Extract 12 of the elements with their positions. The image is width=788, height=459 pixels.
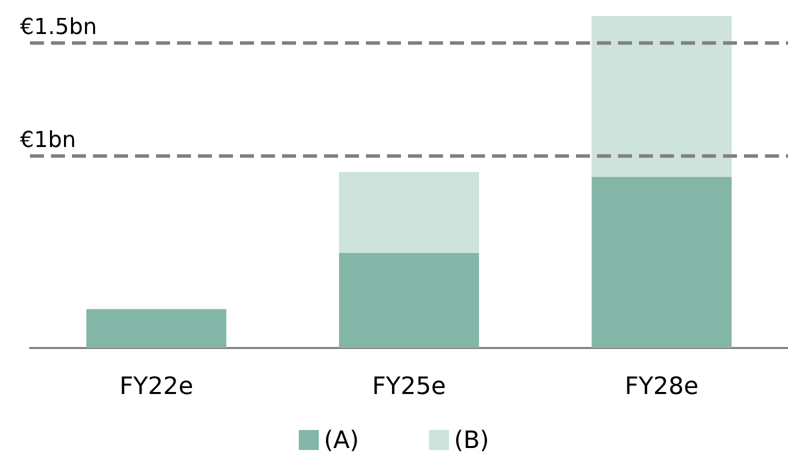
- x-tick-label: FY28e: [624, 372, 699, 400]
- x-tick-label: FY25e: [372, 372, 446, 400]
- bar: [339, 172, 479, 254]
- legend-label: (A): [324, 426, 359, 454]
- legend-label: (B): [454, 426, 490, 454]
- bar: [86, 309, 226, 348]
- bar: [339, 253, 479, 348]
- x-tick-label: FY22e: [119, 372, 194, 400]
- bar: [592, 177, 732, 348]
- ref-line-label: €1bn: [20, 128, 76, 153]
- ref-line-label: €1.5bn: [20, 15, 97, 40]
- bar: [592, 16, 732, 178]
